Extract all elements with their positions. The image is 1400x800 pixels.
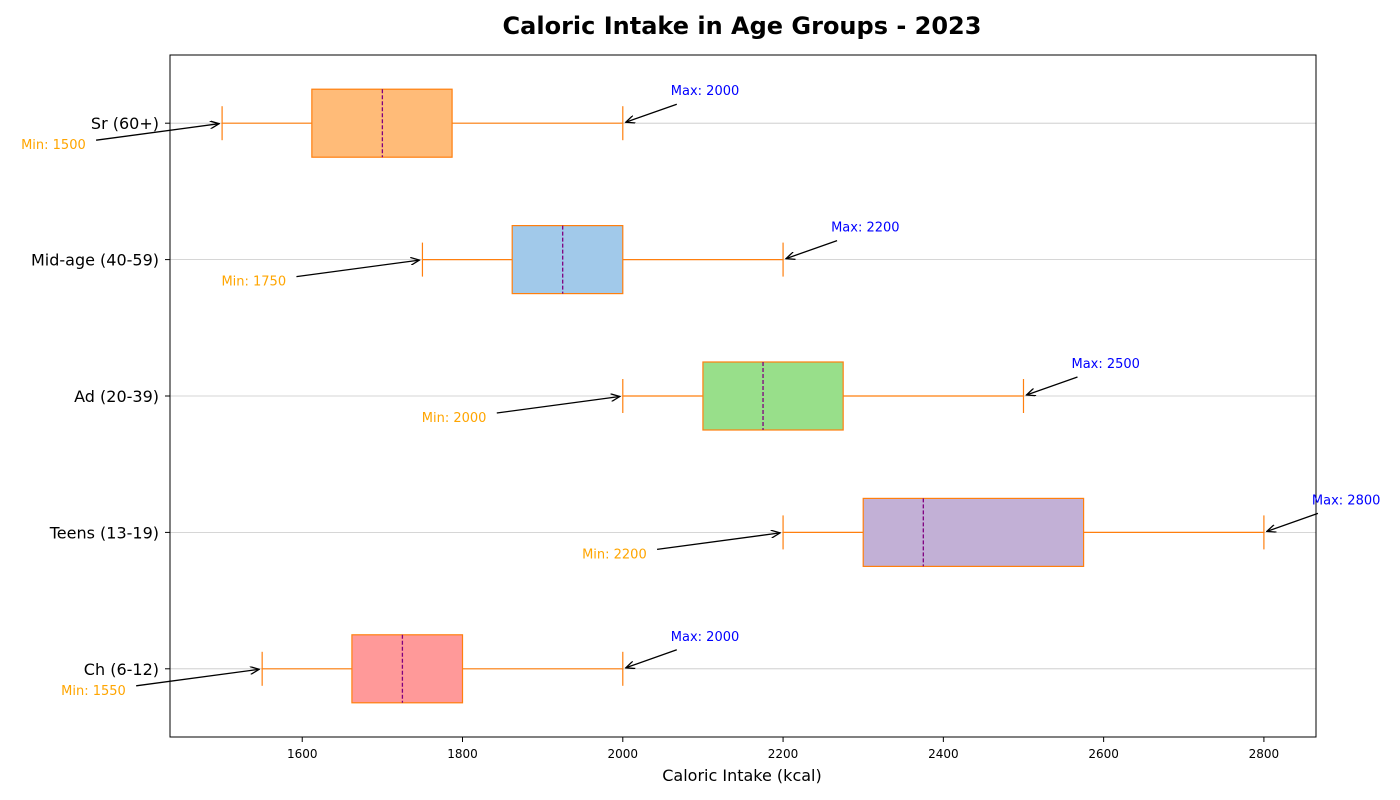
iqr-box bbox=[862, 497, 1085, 567]
min-annotation-label: Min: 2000 bbox=[422, 411, 487, 426]
y-tick-label: Teens (13-19) bbox=[49, 523, 159, 542]
x-tick-label: 1800 bbox=[447, 747, 478, 761]
min-max-annotations: Min: 1550 Max: 2000 Min: 2200 Max: 2800 Min:… bbox=[21, 84, 1380, 699]
y-tick-label: Ch (6-12) bbox=[84, 660, 159, 679]
max-arrow bbox=[1267, 512, 1319, 531]
box-series bbox=[221, 88, 1265, 704]
iqr-box bbox=[511, 225, 624, 295]
min-arrow bbox=[136, 669, 259, 687]
max-annotation-label: Max: 2000 bbox=[671, 630, 739, 645]
max-arrow bbox=[1026, 376, 1078, 395]
max-annotation-label: Max: 2800 bbox=[1312, 493, 1380, 508]
x-tick-label: 2400 bbox=[928, 747, 959, 761]
x-tick-label: 1600 bbox=[287, 747, 318, 761]
x-axis-label: Caloric Intake (kcal) bbox=[662, 766, 821, 785]
y-tick-label: Mid-age (40-59) bbox=[31, 251, 159, 270]
min-arrow bbox=[96, 124, 219, 141]
min-annotation-label: Min: 1750 bbox=[221, 275, 286, 290]
chart-title: Caloric Intake in Age Groups - 2023 bbox=[503, 12, 982, 40]
x-tick-label: 2600 bbox=[1088, 747, 1119, 761]
x-tick-label: 2000 bbox=[608, 747, 639, 761]
x-axis-ticks: 1600 1800 2000 2200 2400 2600 2800 bbox=[287, 737, 1279, 761]
max-arrow bbox=[626, 103, 678, 122]
max-annotation-label: Max: 2000 bbox=[671, 84, 739, 99]
min-arrow bbox=[496, 397, 620, 414]
max-annotation-label: Max: 2200 bbox=[831, 221, 899, 236]
y-tick-label: Sr (60+) bbox=[91, 114, 159, 133]
min-annotation-label: Min: 2200 bbox=[582, 547, 647, 562]
max-arrow bbox=[786, 239, 838, 259]
min-arrow bbox=[656, 533, 780, 551]
x-tick-label: 2200 bbox=[768, 747, 799, 761]
min-annotation-label: Min: 1500 bbox=[21, 138, 86, 153]
min-annotation-label: Min: 1550 bbox=[61, 684, 126, 699]
iqr-box bbox=[702, 361, 844, 431]
min-arrow bbox=[296, 260, 419, 278]
x-tick-label: 2800 bbox=[1249, 747, 1280, 761]
max-annotation-label: Max: 2500 bbox=[1071, 357, 1139, 372]
y-axis-ticks: Ch (6-12) Teens (13-19) Ad (20-39) Mid-age … bbox=[31, 114, 170, 679]
iqr-box bbox=[351, 634, 464, 704]
y-tick-label: Ad (20-39) bbox=[74, 387, 159, 406]
max-arrow bbox=[626, 649, 678, 668]
